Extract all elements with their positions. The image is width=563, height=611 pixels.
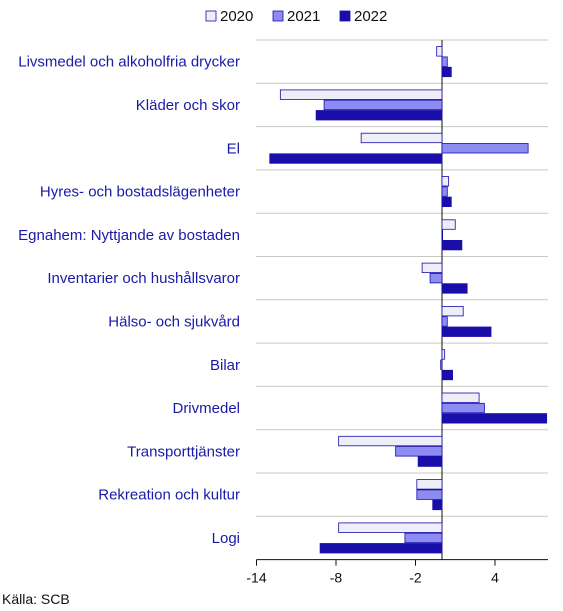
bar-2020-3 <box>360 132 443 144</box>
bar-2020-7 <box>441 305 464 317</box>
bar-2021-10 <box>395 446 443 457</box>
legend-label-2021: 2021 <box>287 8 320 25</box>
bar-2022-2 <box>315 110 443 121</box>
bar-2020-1 <box>436 46 443 57</box>
x-tick-label: -2 <box>409 570 422 586</box>
bar-2020-2 <box>279 89 443 100</box>
category-label: Inventarier och hushållsvaror <box>47 270 240 287</box>
bar-2021-3 <box>441 143 529 154</box>
bar-2022-3 <box>269 153 443 164</box>
category-label: Hälso- och sjukvård <box>108 313 240 330</box>
category-label: Rekreation och kultur <box>98 487 240 504</box>
bar-2022-10 <box>417 456 443 467</box>
bar-2022-12 <box>319 543 443 554</box>
bar-2020-9 <box>441 392 480 403</box>
bar-2020-4 <box>441 176 450 187</box>
bar-2021-12 <box>404 532 443 544</box>
bar-series <box>269 46 548 554</box>
bar-2021-11 <box>416 489 443 500</box>
bar-2021-7 <box>441 316 448 327</box>
category-label: Drivmedel <box>172 400 240 417</box>
bar-2021-4 <box>441 186 448 197</box>
bar-2022-5 <box>441 239 463 251</box>
category-separators <box>256 39 548 560</box>
legend-swatch-2020 <box>205 10 217 22</box>
bar-2022-7 <box>441 326 492 337</box>
category-label: Livsmedel och alkoholfria drycker <box>18 54 240 71</box>
bar-2020-10 <box>338 435 443 447</box>
bar-2020-6 <box>421 262 443 274</box>
bar-2021-8 <box>440 359 443 370</box>
bar-2021-5 <box>441 229 444 241</box>
category-label: Bilar <box>210 357 240 374</box>
bar-2021-1 <box>441 56 448 67</box>
x-tick-label: -8 <box>330 570 343 586</box>
legend-label-2020: 2020 <box>220 8 253 25</box>
chart-legend: 2020 2021 2022 <box>205 8 387 25</box>
bar-2021-6 <box>429 272 443 284</box>
x-tick-label: 4 <box>491 570 499 586</box>
bar-2020-5 <box>441 219 456 230</box>
bar-2022-8 <box>441 369 454 381</box>
bar-2022-4 <box>441 196 452 208</box>
category-label: Transporttjänster <box>127 443 240 460</box>
bar-2020-8 <box>441 349 446 360</box>
category-label: Kläder och skor <box>136 97 240 114</box>
bar-2021-2 <box>323 99 443 111</box>
bar-2022-6 <box>441 283 468 294</box>
category-label: Logi <box>212 530 240 547</box>
category-labels: Livsmedel och alkoholfria drycker Kläder … <box>18 54 240 547</box>
bar-2022-11 <box>432 499 443 511</box>
x-axis: -14 -8 -2 4 <box>246 559 548 586</box>
bar-2020-12 <box>338 522 443 533</box>
legend-swatch-2021 <box>272 10 284 22</box>
category-label: El <box>227 140 240 157</box>
bar-2022-1 <box>441 66 452 78</box>
x-tick-label: -14 <box>246 570 266 586</box>
legend-swatch-2022 <box>339 10 351 22</box>
bar-2021-9 <box>441 402 485 414</box>
category-label: Hyres- och bostadslägenheter <box>40 184 240 201</box>
source-note: Källa: SCB <box>2 591 70 607</box>
bar-2020-11 <box>416 479 443 490</box>
category-label: Egnahem: Nyttjande av bostaden <box>18 227 240 244</box>
bar-2022-9 <box>441 413 548 424</box>
legend-label-2022: 2022 <box>354 8 387 25</box>
